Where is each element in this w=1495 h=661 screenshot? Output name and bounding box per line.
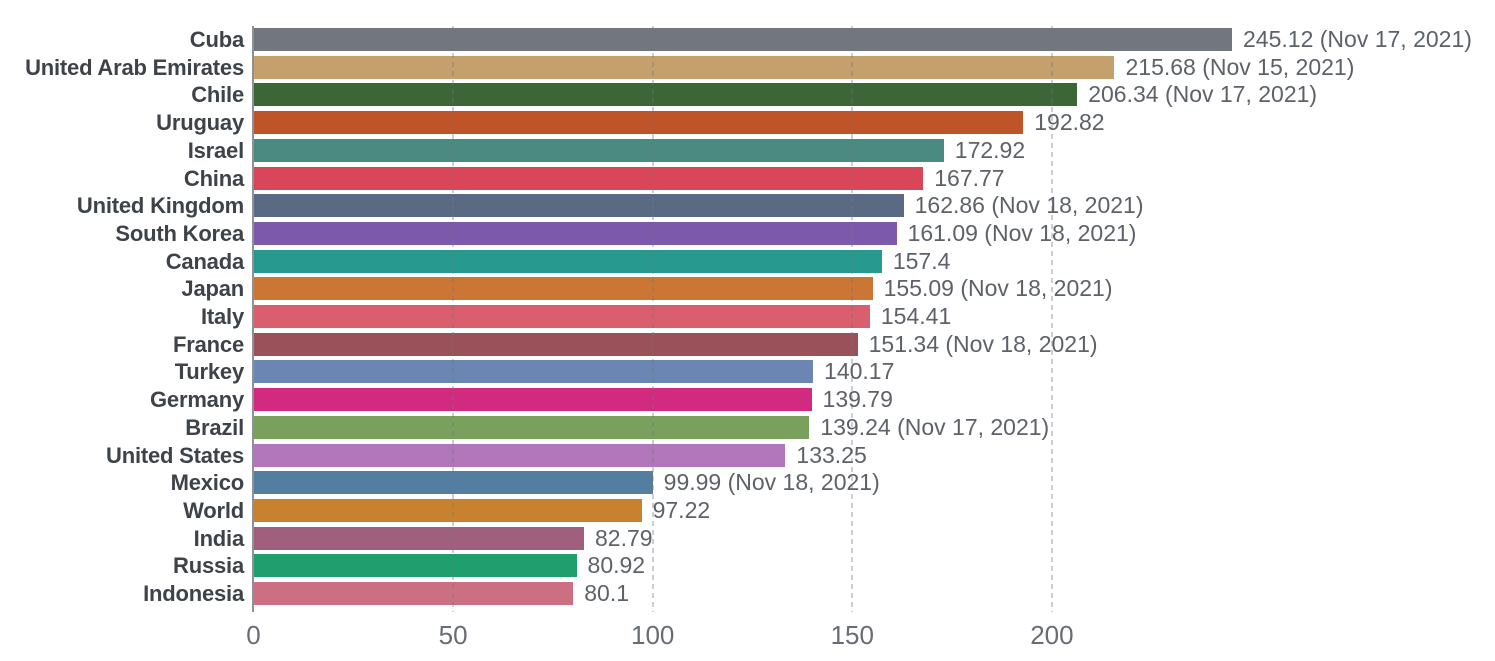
chart-row: United Arab Emirates 215.68 (Nov 15, 2021… xyxy=(0,53,1495,80)
value-label: 192.82 xyxy=(1034,109,1105,136)
country-label: Canada xyxy=(165,248,244,274)
bar[interactable] xyxy=(253,582,574,605)
chart-row: United Kingdom 162.86 (Nov 18, 2021) xyxy=(0,192,1495,219)
bar[interactable] xyxy=(253,305,870,328)
country-label: Italy xyxy=(200,304,244,329)
country-label: World xyxy=(183,497,244,523)
value-label: 151.34 (Nov 18, 2021) xyxy=(868,330,1098,357)
country-label: United States xyxy=(106,442,244,468)
x-tick-label: 150 xyxy=(830,620,874,650)
bar[interactable] xyxy=(253,443,786,467)
value-label: 161.09 (Nov 18, 2021) xyxy=(907,219,1137,246)
chart-row: Cuba 245.12 (Nov 17, 2021) xyxy=(0,28,1495,51)
x-tick-label: 200 xyxy=(1030,620,1074,650)
value-label: 133.25 xyxy=(796,441,867,468)
country-label: Japan xyxy=(181,276,244,302)
country-label: Cuba xyxy=(189,27,244,52)
bar[interactable] xyxy=(253,111,1024,135)
y-axis-line xyxy=(252,26,254,612)
value-label: 82.79 xyxy=(594,524,653,551)
chart-row: India 82.79 xyxy=(0,524,1495,551)
gridline xyxy=(851,26,854,612)
chart-row: World 97.22 xyxy=(0,496,1495,523)
bar[interactable] xyxy=(253,332,858,356)
chart-row: Russia 80.92 xyxy=(0,552,1495,579)
country-label: Brazil xyxy=(185,414,244,440)
country-label: Russia xyxy=(173,553,244,579)
chart-row: Japan 155.09 (Nov 18, 2021) xyxy=(0,275,1495,302)
chart-row: Uruguay 192.82 xyxy=(0,109,1495,136)
country-label: South Korea xyxy=(115,220,244,246)
value-label: 172.92 xyxy=(954,136,1026,163)
value-label: 206.34 (Nov 17, 2021) xyxy=(1088,81,1318,108)
chart-row: Mexico 99.99 (Nov 18, 2021) xyxy=(0,469,1495,496)
chart-row: Brazil 139.24 (Nov 17, 2021) xyxy=(0,413,1495,440)
chart-row: South Korea 161.09 (Nov 18, 2021) xyxy=(0,219,1495,246)
country-label: Chile xyxy=(191,82,244,108)
country-label: Uruguay xyxy=(156,110,244,136)
x-tick-label: 50 xyxy=(438,620,468,650)
gridline xyxy=(651,26,654,612)
value-label: 155.09 (Nov 18, 2021) xyxy=(883,275,1113,302)
gridline xyxy=(452,26,455,612)
bar[interactable] xyxy=(253,388,812,412)
bar[interactable] xyxy=(253,55,1115,79)
value-label: 80.92 xyxy=(587,552,646,579)
bar[interactable] xyxy=(253,526,584,550)
chart-row: China 167.77 xyxy=(0,164,1495,191)
value-label: 140.17 xyxy=(824,358,895,385)
bar[interactable] xyxy=(253,83,1078,107)
value-label: 162.86 (Nov 18, 2021) xyxy=(914,192,1144,219)
country-label: France xyxy=(173,331,244,357)
value-label: 157.4 xyxy=(892,247,951,274)
value-label: 245.12 (Nov 17, 2021) xyxy=(1243,26,1472,52)
country-label: Indonesia xyxy=(143,581,244,606)
value-label: 99.99 (Nov 18, 2021) xyxy=(663,469,880,496)
value-label: 97.22 xyxy=(652,496,711,523)
gridline xyxy=(1050,26,1053,612)
bar[interactable] xyxy=(253,498,642,522)
country-label: United Kingdom xyxy=(76,193,244,219)
bar[interactable] xyxy=(253,138,944,162)
bar[interactable] xyxy=(253,221,897,245)
bar[interactable] xyxy=(253,28,1233,51)
value-label: 80.1 xyxy=(584,580,630,606)
chart-row: Chile 206.34 (Nov 17, 2021) xyxy=(0,81,1495,108)
country-label: Mexico xyxy=(170,470,245,496)
country-label: Germany xyxy=(150,387,244,413)
chart-row: Turkey 140.17 xyxy=(0,358,1495,385)
value-label: 154.41 xyxy=(880,303,952,329)
chart-row: Israel 172.92 xyxy=(0,136,1495,163)
country-label: Turkey xyxy=(174,359,245,385)
chart-row: Canada 157.4 xyxy=(0,247,1495,274)
value-label: 139.24 (Nov 17, 2021) xyxy=(820,413,1050,440)
bar[interactable] xyxy=(253,471,653,495)
bar[interactable] xyxy=(253,249,882,273)
country-label: China xyxy=(183,165,244,191)
bar[interactable] xyxy=(253,166,924,190)
bar[interactable] xyxy=(253,194,904,218)
value-label: 167.77 xyxy=(934,164,1005,191)
bar[interactable] xyxy=(253,554,577,578)
bar[interactable] xyxy=(253,277,873,301)
chart-row: Germany 139.79 xyxy=(0,386,1495,413)
value-label: 139.79 xyxy=(822,386,893,413)
x-tick-label: 100 xyxy=(630,620,675,650)
chart-row: Italy 154.41 xyxy=(0,305,1495,328)
x-tick-label: 0 xyxy=(246,620,261,650)
country-label: India xyxy=(193,525,245,551)
country-label: United Arab Emirates xyxy=(25,54,244,80)
country-label: Israel xyxy=(187,137,244,163)
bar[interactable] xyxy=(253,415,810,439)
bar[interactable] xyxy=(253,360,814,384)
chart-row: United States 133.25 xyxy=(0,441,1495,468)
value-label: 215.68 (Nov 15, 2021) xyxy=(1125,53,1355,80)
chart-row: Indonesia 80.1 xyxy=(0,582,1495,605)
chart-row: France 151.34 (Nov 18, 2021) xyxy=(0,330,1495,357)
